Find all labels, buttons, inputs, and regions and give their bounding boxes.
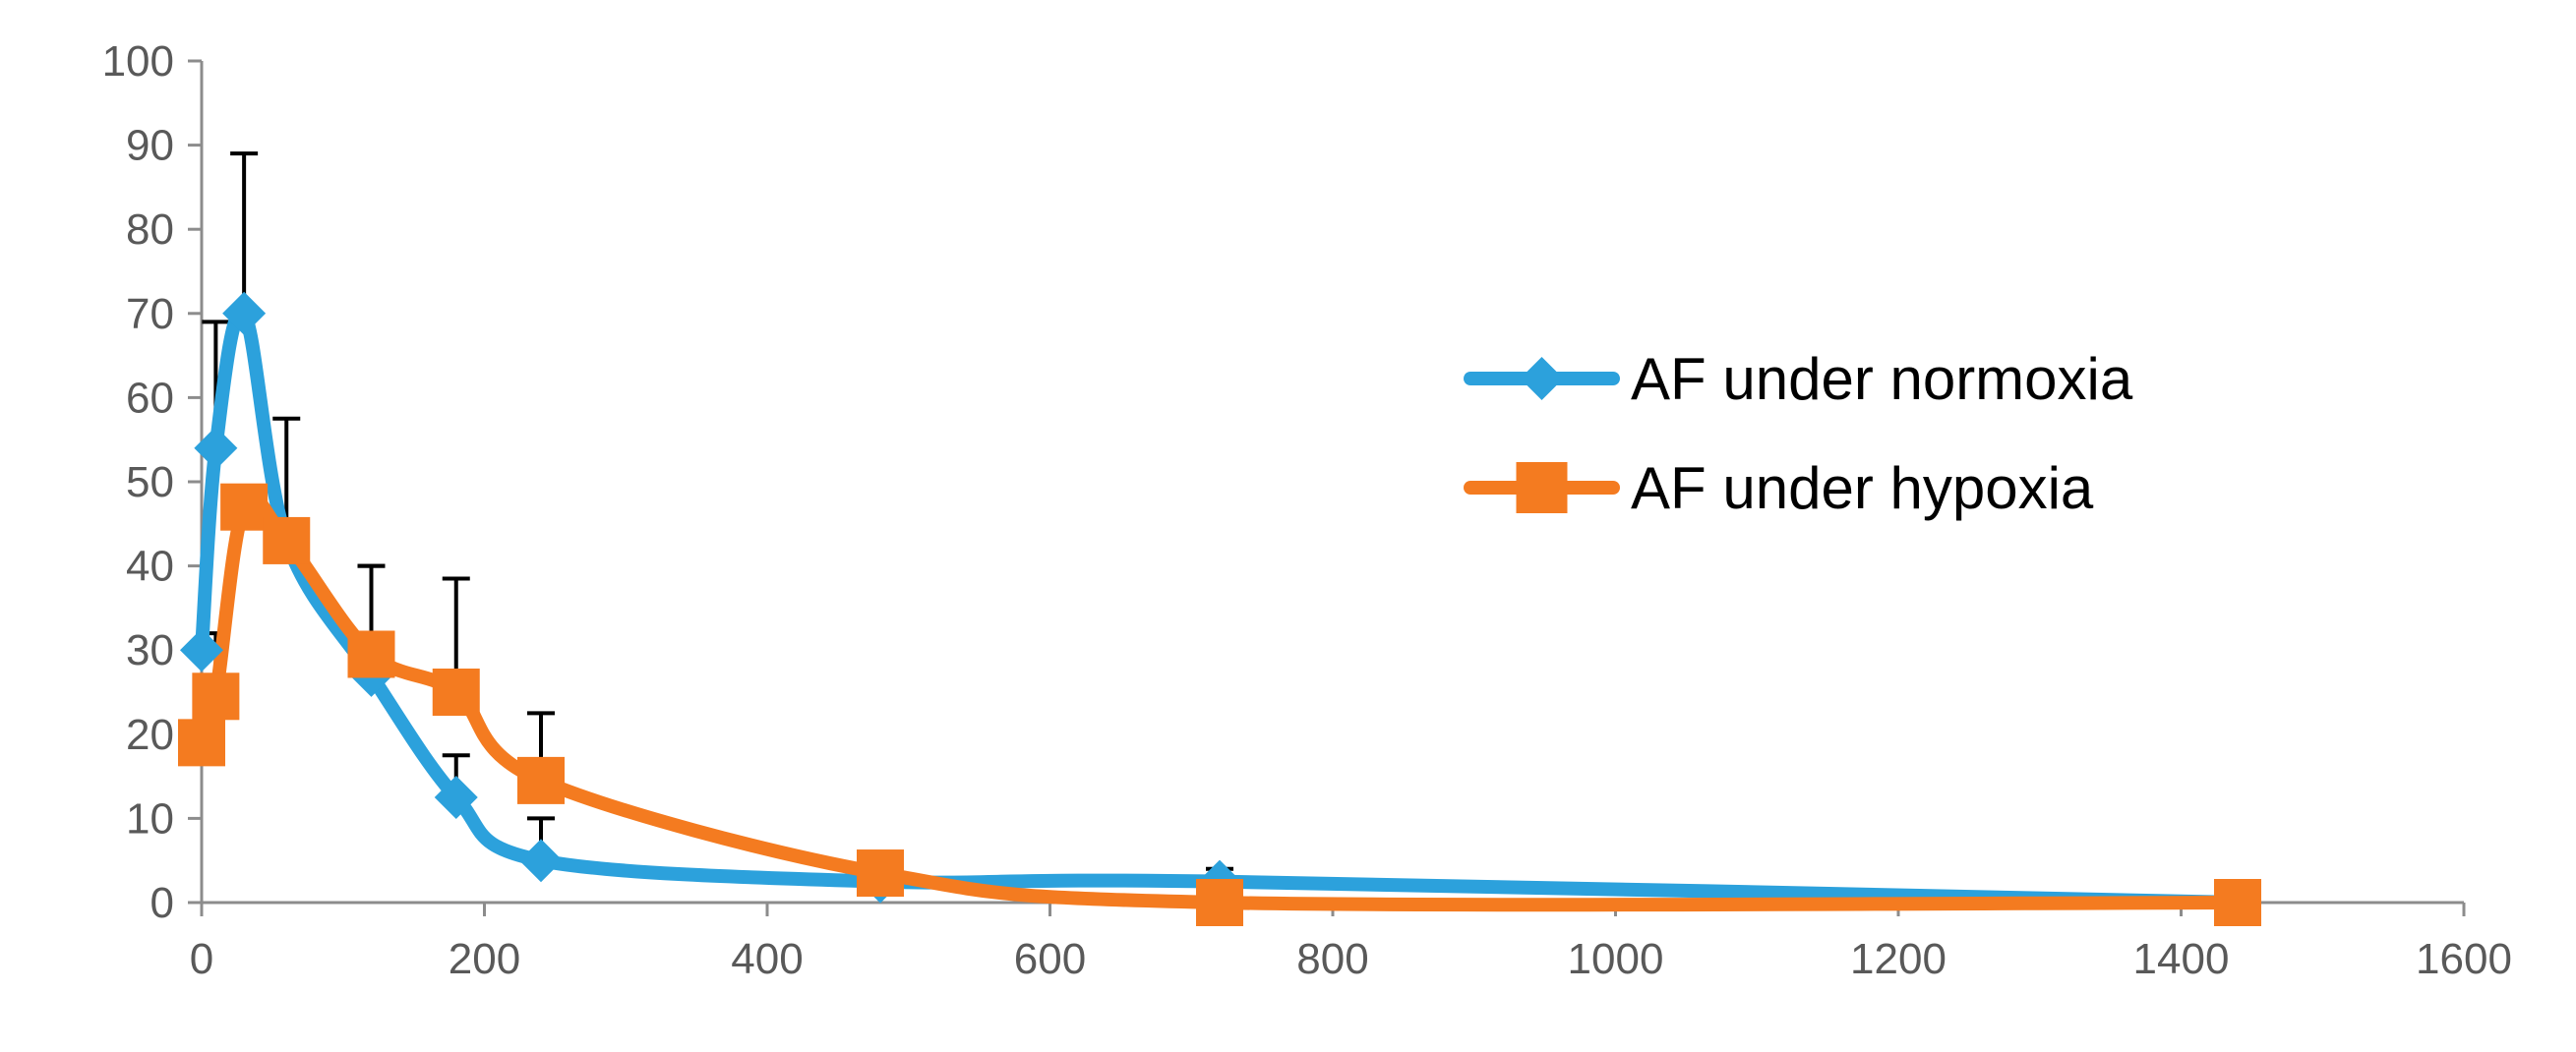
y-tick-label: 30 <box>126 626 174 674</box>
data-point-square <box>178 719 225 767</box>
y-tick-label: 40 <box>126 543 174 591</box>
legend-marker-square <box>1516 462 1568 513</box>
x-tick-label: 800 <box>1296 935 1368 983</box>
data-point-square <box>192 672 240 721</box>
y-tick-label: 20 <box>126 711 174 759</box>
y-tick-label: 90 <box>126 122 174 170</box>
legend-label: AF under normoxia <box>1631 346 2133 412</box>
error-bars <box>202 151 1233 882</box>
series-line-hypoxia <box>195 491 2245 912</box>
y-tick-label: 80 <box>126 205 174 254</box>
data-point-square <box>263 516 311 564</box>
legend-entry-normoxia: AF under normoxia <box>1464 346 2133 412</box>
y-tick-label: 50 <box>126 458 174 506</box>
data-point-square <box>857 849 904 898</box>
y-tick-label: 70 <box>126 290 174 338</box>
x-tick-label: 1600 <box>2416 935 2512 983</box>
y-tick-label: 100 <box>102 37 174 86</box>
data-point-diamond <box>180 628 223 672</box>
legend-label: AF under hypoxia <box>1631 455 2094 521</box>
data-point-square <box>347 630 395 678</box>
x-tick-label: 1400 <box>2133 935 2230 983</box>
x-tick-label: 0 <box>190 935 213 983</box>
axes: 0 10 20 30 40 50 60 70 80 90 100 0 200 400 600 800 1000… <box>102 37 2512 983</box>
data-point-square <box>2214 879 2261 926</box>
data-point-diamond <box>194 426 238 470</box>
legend: AF under normoxia AF under hypoxia <box>1464 346 2133 521</box>
series-markers <box>178 291 2261 926</box>
x-tick-label: 1000 <box>1568 935 1664 983</box>
x-tick-label: 1200 <box>1850 935 1947 983</box>
y-tick-label: 10 <box>126 794 174 843</box>
legend-marker-diamond <box>1520 357 1564 400</box>
data-point-diamond <box>519 839 563 883</box>
data-point-diamond <box>434 776 478 819</box>
data-point-square <box>220 483 269 531</box>
y-ticks: 0 10 20 30 40 50 60 70 80 90 100 <box>102 37 202 927</box>
x-tick-label: 200 <box>449 935 520 983</box>
legend-entry-hypoxia: AF under hypoxia <box>1464 455 2094 521</box>
data-point-square <box>432 669 480 716</box>
x-tick-label: 600 <box>1014 935 1086 983</box>
data-point-square <box>517 756 565 804</box>
y-tick-label: 60 <box>126 374 174 422</box>
x-tick-label: 400 <box>731 935 803 983</box>
x-ticks: 0 200 400 600 800 1000 1200 1400 1600 <box>190 903 2512 983</box>
data-point-diamond <box>222 291 267 335</box>
data-point-square <box>1196 879 1243 926</box>
y-tick-label: 0 <box>150 879 174 927</box>
